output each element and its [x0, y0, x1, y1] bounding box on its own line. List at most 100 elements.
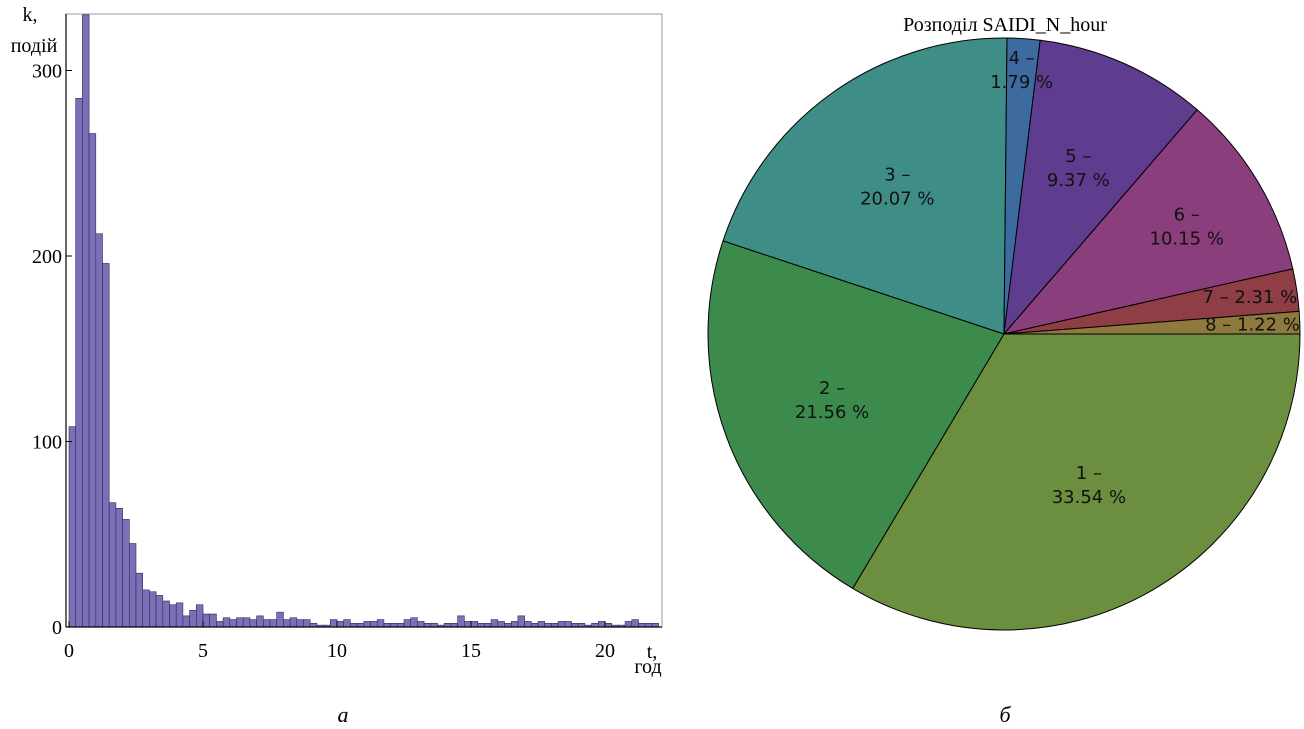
histogram-bar	[363, 621, 371, 628]
histogram-y-label: k,	[23, 4, 38, 26]
histogram-y-label-unit: подій	[11, 35, 58, 57]
histogram-x-label: t,	[647, 641, 658, 663]
histogram-bar	[155, 595, 164, 628]
histogram-bar	[209, 613, 217, 628]
histogram-x-tick-label: 20	[595, 640, 615, 662]
histogram-bar	[82, 14, 90, 628]
histogram-bar	[149, 591, 157, 628]
pie-slice	[852, 333, 1301, 631]
histogram-bar	[249, 619, 257, 628]
histogram-bar	[75, 98, 83, 628]
caption-left: а	[338, 702, 349, 727]
histogram-bar	[229, 619, 237, 628]
histogram-bar	[95, 233, 103, 628]
histogram-bar	[142, 589, 150, 628]
histogram-bar	[283, 619, 291, 628]
histogram-x-tick-label: 10	[327, 640, 347, 662]
histogram-bar	[524, 621, 532, 628]
histogram-bar	[336, 621, 344, 628]
histogram-bar	[457, 615, 465, 628]
histogram-bar	[510, 621, 519, 628]
histogram-bar	[403, 619, 411, 628]
histogram-bar	[256, 615, 264, 628]
histogram-bar	[135, 572, 143, 628]
histogram-bar	[343, 619, 351, 628]
pie-title: Розподіл SAIDI_N_hour	[903, 14, 1107, 36]
histogram-plot-frame	[65, 13, 663, 628]
histogram-bar	[470, 621, 478, 628]
histogram-bar	[122, 519, 130, 628]
histogram-bar	[182, 615, 190, 628]
pie-chart: Розподіл SAIDI_N_hour 1 – 33.54 % 2 – 21.56…	[707, 14, 1301, 631]
pie-slice-percent: 9.37 %	[1047, 170, 1110, 191]
histogram-bar	[196, 604, 204, 628]
histogram-bar	[262, 619, 271, 628]
pie-slice-percent: 10.15 %	[1150, 228, 1224, 249]
histogram-bar	[216, 621, 224, 628]
histogram-x-ticks: 0 5 10 15 20	[64, 621, 615, 662]
histogram-bar	[102, 263, 110, 628]
histogram-bar	[631, 619, 639, 628]
histogram-bar	[597, 621, 606, 628]
histogram-x-label-unit: год	[634, 656, 661, 678]
pie-slice-label: 7 – 2.31 %	[1202, 287, 1297, 308]
histogram-y-tick-label: 300	[32, 61, 62, 83]
histogram-bar	[88, 133, 97, 628]
histogram-bar	[162, 600, 170, 628]
histogram-bar	[497, 621, 505, 628]
pie-slice-label: 1 –	[1076, 463, 1102, 484]
histogram-bars	[68, 14, 659, 628]
histogram-y-tick-label: 100	[32, 432, 62, 454]
caption-right: б	[999, 702, 1011, 727]
pie-slice	[722, 37, 1008, 335]
histogram-bar	[115, 507, 123, 628]
pie-slice	[1003, 39, 1198, 336]
histogram-x-tick-label: 15	[461, 640, 481, 662]
histogram-bar	[490, 619, 499, 628]
histogram-bar	[624, 621, 633, 628]
histogram-x-tick-label: 5	[198, 640, 208, 662]
histogram-bar	[370, 621, 378, 628]
histogram-x-tick-label: 0	[64, 640, 74, 662]
histogram-bar	[236, 617, 244, 628]
histogram-bar	[202, 613, 210, 628]
histogram-bar	[296, 619, 304, 628]
histogram-bar	[564, 621, 572, 628]
pie-slice-label: 3 –	[884, 165, 910, 186]
histogram-chart: 0 100 200 300 0 5 10 15 20 k, подій t, год	[11, 4, 663, 678]
pie-slices	[707, 37, 1301, 631]
pie-labels: 1 – 33.54 % 2 – 21.56 % 3 – 20.07 % 4 – 1.79 % 5…	[795, 48, 1300, 508]
pie-slice-percent: 20.07 %	[860, 189, 934, 210]
pie-slice	[707, 240, 1005, 590]
pie-slice-label: 8 – 1.22 %	[1205, 315, 1300, 336]
histogram-bar	[376, 619, 385, 628]
histogram-bar	[329, 619, 338, 628]
histogram-bar	[242, 617, 251, 628]
histogram-bar	[68, 426, 76, 628]
pie-slice-percent: 1.79 %	[990, 72, 1053, 93]
histogram-bar	[189, 609, 197, 628]
histogram-bar	[417, 621, 425, 628]
histogram-bar	[463, 621, 472, 628]
histogram-bar	[222, 617, 231, 628]
histogram-bar	[276, 611, 284, 628]
histogram-bar	[108, 502, 117, 628]
histogram-bar	[269, 619, 277, 628]
histogram-bar	[517, 615, 525, 628]
pie-slice-percent: 21.56 %	[795, 402, 869, 423]
histogram-bar	[169, 604, 177, 628]
histogram-bar	[129, 543, 137, 628]
histogram-bar	[410, 617, 418, 628]
histogram-y-ticks: 0 100 200 300	[32, 61, 72, 639]
histogram-bar	[175, 602, 184, 628]
pie-slice-label: 4 –	[1009, 48, 1035, 69]
histogram-bar	[303, 619, 311, 628]
histogram-bar	[289, 617, 298, 628]
pie-slice-label: 6 –	[1174, 204, 1200, 225]
histogram-y-tick-label: 200	[32, 246, 62, 268]
pie-slice-percent: 33.54 %	[1052, 487, 1126, 508]
histogram-bar	[557, 621, 566, 628]
histogram-y-tick-label: 0	[52, 617, 62, 639]
pie-slice	[1002, 109, 1294, 335]
